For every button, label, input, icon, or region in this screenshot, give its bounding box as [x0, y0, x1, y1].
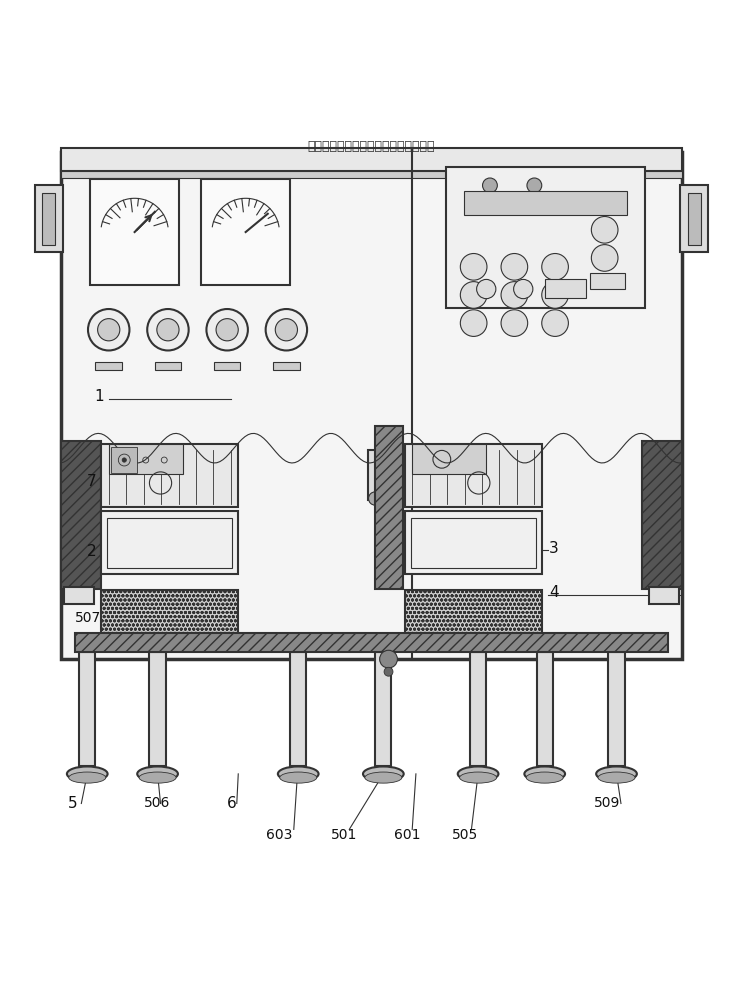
- Ellipse shape: [139, 772, 176, 783]
- Circle shape: [157, 319, 179, 341]
- Bar: [649, 587, 678, 604]
- Text: 506: 506: [143, 796, 170, 810]
- Bar: [101, 444, 239, 507]
- Bar: [290, 652, 306, 766]
- Bar: [61, 171, 682, 178]
- Ellipse shape: [526, 772, 563, 783]
- Circle shape: [461, 254, 487, 280]
- Bar: [75, 633, 668, 652]
- Text: 3: 3: [549, 541, 559, 556]
- Ellipse shape: [458, 766, 499, 781]
- Bar: [273, 362, 299, 370]
- Circle shape: [482, 178, 497, 193]
- Bar: [155, 362, 181, 370]
- Bar: [79, 652, 95, 766]
- Bar: [405, 590, 542, 633]
- Bar: [411, 518, 536, 568]
- Bar: [642, 441, 682, 589]
- Bar: [111, 447, 137, 473]
- Bar: [609, 652, 625, 766]
- Bar: [101, 590, 239, 633]
- Circle shape: [147, 309, 189, 350]
- Circle shape: [591, 216, 618, 243]
- Ellipse shape: [365, 772, 402, 783]
- Circle shape: [216, 319, 239, 341]
- Ellipse shape: [69, 772, 106, 783]
- Bar: [61, 152, 682, 659]
- Circle shape: [513, 279, 533, 299]
- Bar: [405, 444, 542, 507]
- Bar: [375, 426, 403, 589]
- Circle shape: [542, 310, 568, 336]
- Bar: [536, 652, 553, 766]
- Ellipse shape: [67, 766, 108, 781]
- Bar: [201, 179, 290, 285]
- Circle shape: [369, 492, 382, 505]
- Ellipse shape: [460, 772, 496, 783]
- Ellipse shape: [137, 766, 178, 781]
- Ellipse shape: [363, 766, 403, 781]
- Text: 1: 1: [94, 389, 103, 404]
- Text: 一种新型双风道散热变频器的制作方法: 一种新型双风道散热变频器的制作方法: [308, 140, 435, 153]
- Text: 4: 4: [549, 585, 559, 600]
- Circle shape: [122, 458, 126, 462]
- Circle shape: [275, 319, 297, 341]
- Bar: [375, 652, 392, 766]
- Text: 501: 501: [331, 828, 357, 842]
- Circle shape: [97, 319, 120, 341]
- Bar: [42, 193, 56, 245]
- Text: 505: 505: [452, 828, 478, 842]
- Text: 2: 2: [86, 544, 96, 559]
- Circle shape: [542, 254, 568, 280]
- Bar: [687, 193, 701, 245]
- Text: 7: 7: [86, 474, 96, 489]
- Bar: [107, 518, 233, 568]
- Ellipse shape: [596, 766, 637, 781]
- Bar: [470, 652, 486, 766]
- Bar: [214, 362, 241, 370]
- Circle shape: [501, 254, 528, 280]
- Bar: [95, 362, 122, 370]
- Text: 603: 603: [267, 828, 293, 842]
- Bar: [405, 511, 542, 574]
- Bar: [464, 191, 627, 215]
- Circle shape: [501, 310, 528, 336]
- Bar: [680, 185, 708, 252]
- Circle shape: [88, 309, 129, 350]
- Bar: [446, 167, 646, 308]
- Bar: [368, 450, 383, 500]
- Bar: [108, 444, 183, 474]
- Ellipse shape: [279, 772, 317, 783]
- Circle shape: [380, 650, 398, 668]
- Text: 509: 509: [594, 796, 620, 810]
- Circle shape: [207, 309, 248, 350]
- Text: 6: 6: [227, 796, 237, 811]
- Circle shape: [266, 309, 307, 350]
- Circle shape: [501, 282, 528, 308]
- Bar: [61, 148, 682, 171]
- Circle shape: [476, 279, 496, 299]
- Text: 5: 5: [68, 796, 77, 811]
- Text: 507: 507: [75, 611, 102, 625]
- Circle shape: [461, 310, 487, 336]
- Circle shape: [384, 667, 393, 676]
- Bar: [90, 179, 179, 285]
- Bar: [35, 185, 63, 252]
- Circle shape: [591, 245, 618, 271]
- Bar: [545, 279, 586, 298]
- Bar: [412, 444, 486, 474]
- Bar: [61, 441, 101, 589]
- Ellipse shape: [598, 772, 635, 783]
- Text: 601: 601: [394, 828, 421, 842]
- Circle shape: [527, 178, 542, 193]
- Ellipse shape: [278, 766, 319, 781]
- Circle shape: [542, 282, 568, 308]
- Circle shape: [461, 282, 487, 308]
- Bar: [149, 652, 166, 766]
- Bar: [590, 273, 626, 289]
- Ellipse shape: [525, 766, 565, 781]
- Bar: [101, 511, 239, 574]
- Bar: [65, 587, 94, 604]
